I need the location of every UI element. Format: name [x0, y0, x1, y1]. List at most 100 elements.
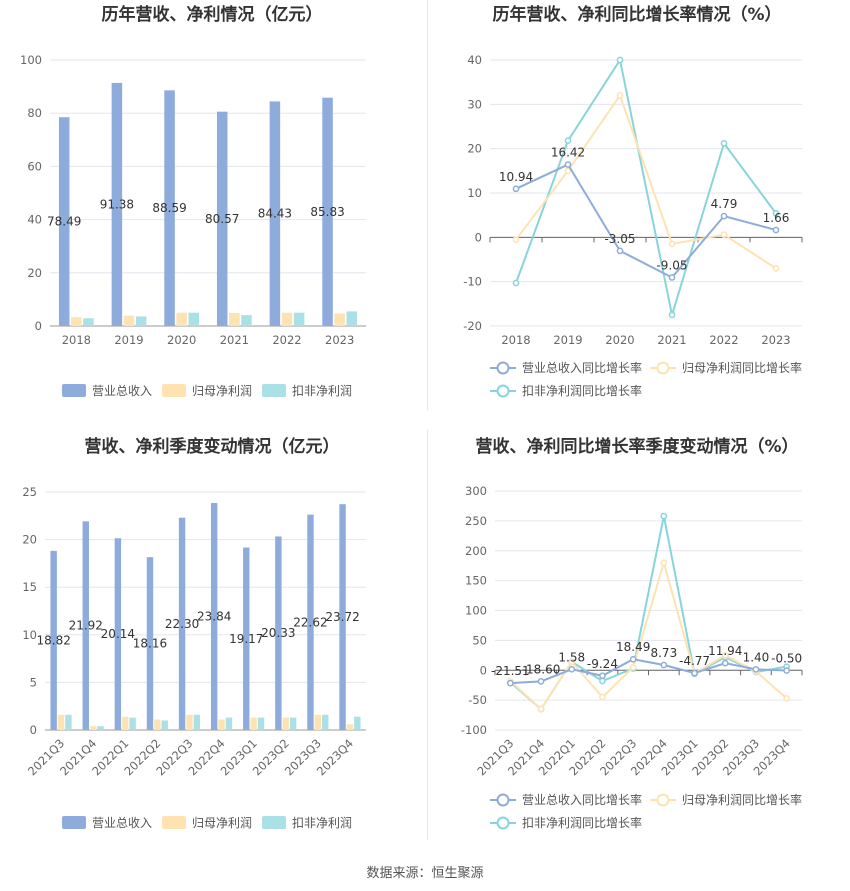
data-label: 16.42 [551, 146, 585, 160]
y-tick-label: 10 [467, 186, 482, 200]
y-tick-label: 50 [472, 633, 487, 647]
data-label: 85.83 [310, 205, 344, 219]
data-label: 84.43 [258, 207, 292, 221]
data-label: 19.17 [229, 632, 263, 646]
bar-net-profit [57, 714, 65, 730]
x-tick-label: 2020 [167, 333, 196, 347]
y-tick-label: 300 [465, 484, 487, 498]
chart-title: 历年营收、净利同比增长率情况（%） [492, 4, 781, 25]
data-label: 88.59 [152, 201, 186, 215]
data-label: 22.62 [293, 615, 327, 629]
y-tick-label: 0 [475, 230, 482, 244]
series-point [537, 678, 545, 685]
legend-marker [496, 816, 510, 830]
series-point [772, 210, 780, 217]
y-tick-label: 150 [465, 574, 487, 588]
bar-net-profit [186, 714, 193, 730]
bar-net-profit [154, 719, 161, 730]
bar-deducted-net-profit [129, 717, 136, 730]
panel-quarterly-bar: 营收、净利季度变动情况（亿元） 0 5 10 15 20 25 18.82 21.92 20.14… [0, 430, 425, 860]
series-point [568, 658, 576, 666]
data-label: 91.38 [100, 197, 134, 211]
bar-net-profit [281, 312, 293, 326]
y-tick-label: 100 [465, 604, 487, 618]
bar-deducted-net-profit [225, 717, 233, 730]
series-point [720, 212, 728, 220]
bar-deducted-net-profit [83, 318, 94, 326]
y-tick-label: -50 [468, 693, 487, 707]
y-tick-label: 20 [467, 142, 482, 156]
data-label: 1.58 [558, 650, 585, 664]
x-tick-label: 2018 [62, 333, 91, 347]
series-point [660, 661, 668, 669]
series-line-net-profit-growth [515, 93, 777, 270]
data-label: 1.66 [763, 211, 790, 225]
vertical-divider-top [427, 0, 428, 410]
x-tick-label: 2021 [220, 333, 249, 347]
legend-marker [656, 793, 670, 807]
bar-revenue [275, 536, 282, 730]
data-label: -18.60 [522, 662, 561, 676]
legend-swatch [262, 384, 286, 397]
y-tick-label: -100 [461, 723, 487, 737]
series-point [599, 677, 606, 685]
data-label: 80.57 [205, 212, 239, 226]
legend-label: 扣非净利润同比增长率 [522, 383, 642, 398]
y-tick-label: 0 [35, 319, 42, 333]
bar-net-profit [89, 726, 97, 730]
data-label: 18.16 [133, 637, 167, 651]
bar-net-profit [250, 717, 257, 730]
data-label: 18.82 [36, 633, 70, 647]
x-tick-label: 2022 [709, 333, 738, 347]
legend-label: 营业总收入 [92, 384, 152, 398]
y-tick-label: 20 [27, 266, 42, 280]
bar-deducted-net-profit [257, 717, 265, 730]
annual-growth-chart: 历年营收、净利同比增长率情况（%） -20 -10 0 10 20 30 40 10.94 16.… [463, 4, 803, 398]
series-point [564, 137, 572, 145]
bar-revenue [307, 514, 314, 730]
series-point [512, 236, 520, 243]
bar-revenue [164, 90, 175, 326]
bar-deducted-net-profit [322, 714, 329, 730]
x-tick-label: 2020 [605, 333, 634, 347]
series-point [721, 651, 729, 659]
bar-net-profit [346, 724, 354, 730]
legend-label: 营业总收入同比增长率 [522, 792, 642, 807]
bar-revenue [216, 111, 228, 326]
data-label: -21.51 [491, 664, 530, 678]
bar-net-profit [176, 312, 187, 326]
y-tick-label: 250 [465, 514, 487, 528]
bar-deducted-net-profit [65, 714, 72, 730]
data-label: 11.94 [708, 644, 742, 658]
panel-annual-bar: 历年营收、净利情况（亿元） 0 20 40 60 80 100 78.49 91.38 88.59… [0, 0, 425, 430]
y-tick-label: 0 [480, 663, 487, 677]
series-point [616, 247, 624, 255]
bar-revenue [269, 101, 281, 326]
series-line-revenue-growth [515, 163, 777, 279]
x-tick-label: 2022 [272, 333, 301, 347]
series-point [772, 265, 780, 272]
data-label: 20.14 [101, 627, 135, 641]
series-point [668, 311, 676, 319]
data-label: 8.73 [650, 646, 677, 660]
series-point [720, 231, 728, 239]
series-point [512, 185, 520, 193]
vertical-divider-bottom [427, 430, 428, 840]
x-tick-label: 2021 [657, 333, 686, 347]
bar-net-profit [282, 717, 289, 730]
data-label: -3.05 [604, 232, 635, 246]
bar-net-profit [314, 714, 322, 730]
bar-revenue [82, 521, 89, 730]
series-point [564, 161, 572, 168]
bar-net-profit [122, 716, 129, 730]
y-tick-label: 0 [30, 723, 37, 737]
series-point [752, 666, 760, 673]
data-label: 23.72 [325, 610, 359, 624]
legend-swatch [62, 816, 86, 829]
data-label: 1.40 [743, 650, 770, 664]
bar-revenue [111, 82, 123, 326]
data-label: -4.77 [679, 654, 710, 668]
bar-net-profit [218, 719, 225, 730]
y-tick-label: -20 [463, 319, 482, 333]
series-point [783, 667, 790, 674]
